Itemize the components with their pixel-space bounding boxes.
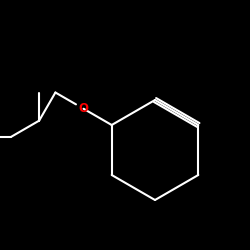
Text: O: O — [78, 102, 88, 115]
